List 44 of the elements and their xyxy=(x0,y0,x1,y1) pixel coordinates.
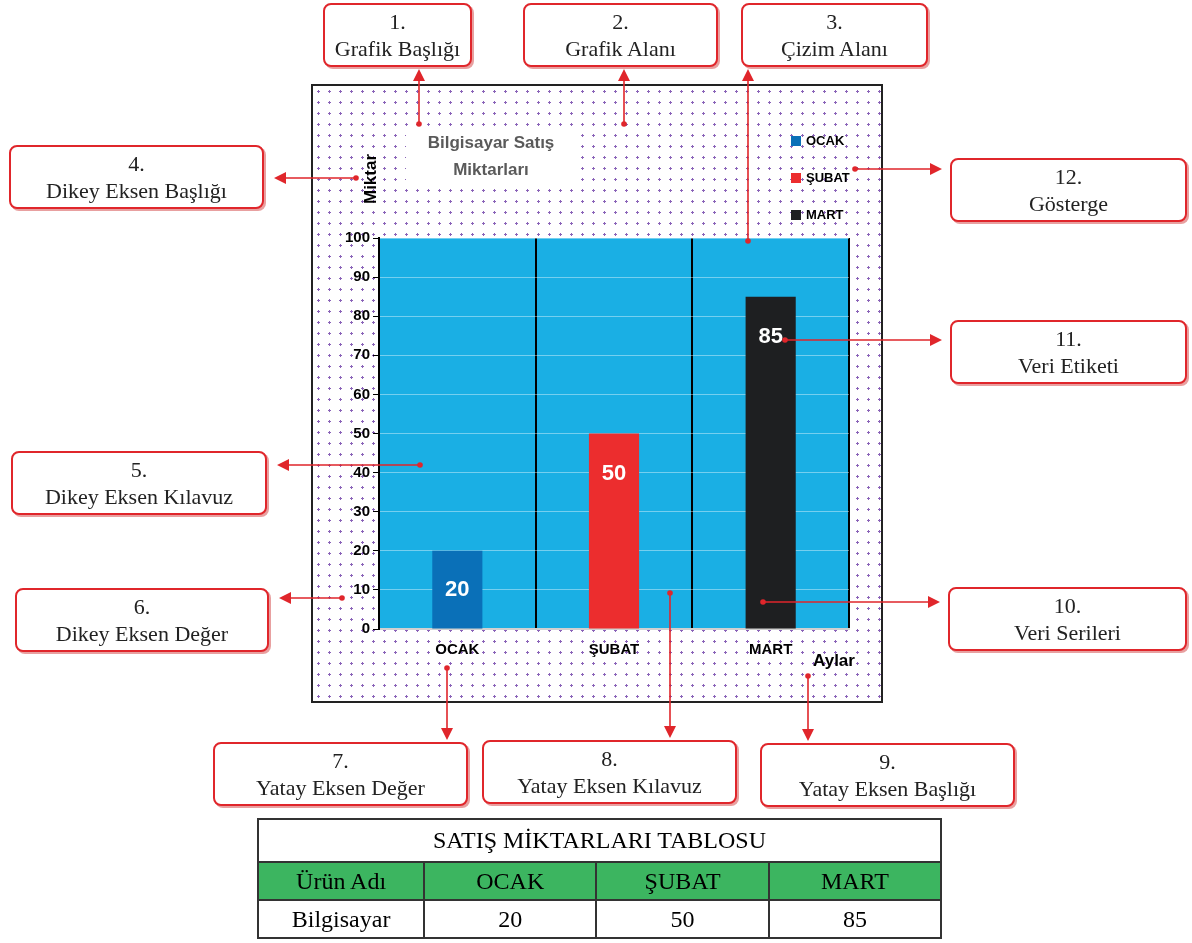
text: SATIŞ MİKTARLARI TABLOSU xyxy=(258,819,941,862)
text: 5. Dikey Eksen Kılavuz xyxy=(11,451,267,515)
y-tick-label: 10 xyxy=(353,580,370,598)
y-tick-label: 40 xyxy=(353,462,370,480)
legend-label: ŞUBAT xyxy=(806,169,850,185)
x-tick-label: OCAK xyxy=(435,640,480,658)
text: 12. Gösterge xyxy=(950,158,1187,222)
text: 7. Yatay Eksen Değer xyxy=(213,742,468,806)
text: 2. Grafik Alanı xyxy=(523,3,718,67)
text: 20 xyxy=(424,900,597,938)
text: 85 xyxy=(768,900,941,938)
y-axis-title: Miktar xyxy=(360,153,380,205)
text: 10. Veri Serileri xyxy=(948,587,1187,651)
text: 50 xyxy=(596,900,769,938)
text: 4. Dikey Eksen Başlığı xyxy=(9,145,264,209)
data-label: 85 xyxy=(758,322,783,348)
y-tick-label: 70 xyxy=(353,345,370,363)
text: 6. Dikey Eksen Değer xyxy=(15,588,269,652)
category-label: ŞUBAT xyxy=(644,867,721,894)
text: 11. Veri Etiketi xyxy=(950,320,1187,384)
category-label: MART xyxy=(820,867,889,894)
text: 9. Yatay Eksen Başlığı xyxy=(760,743,1015,807)
y-tick-label: 30 xyxy=(353,501,370,519)
y-tick-label: 100 xyxy=(344,228,370,246)
y-tick-label: 50 xyxy=(353,423,370,441)
x-axis-title: Aylar xyxy=(813,650,856,670)
text: 3. Çizim Alanı xyxy=(741,3,928,67)
text: 1. Grafik Başlığı xyxy=(323,3,472,67)
chart-title: Bilgisayar Satış Miktarları xyxy=(427,132,555,179)
text: 8. Yatay Eksen Kılavuz xyxy=(482,740,737,804)
data-label: 20 xyxy=(445,575,470,601)
x-tick-label: MART xyxy=(749,640,793,658)
x-tick-label: ŞUBAT xyxy=(588,640,640,658)
text: Bilgisayar xyxy=(258,900,425,938)
y-tick-label: 80 xyxy=(353,306,370,324)
legend-label: MART xyxy=(806,206,844,222)
y-tick-label: 90 xyxy=(353,267,370,285)
legend-label: OCAK xyxy=(806,132,845,148)
text: Ürün Adı xyxy=(258,862,425,900)
y-tick-label: 60 xyxy=(353,384,370,402)
data-label: 50 xyxy=(601,459,627,485)
y-tick-label: 20 xyxy=(353,540,370,558)
y-tick-label: 0 xyxy=(361,619,370,637)
category-label: OCAK xyxy=(476,867,545,894)
